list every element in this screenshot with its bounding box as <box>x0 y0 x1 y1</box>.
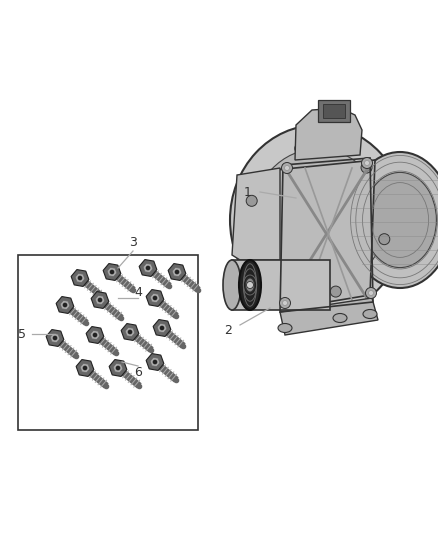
Polygon shape <box>107 268 117 277</box>
Circle shape <box>93 333 97 337</box>
Polygon shape <box>95 295 105 305</box>
Polygon shape <box>90 330 100 340</box>
Polygon shape <box>76 360 94 376</box>
Polygon shape <box>157 324 167 333</box>
Polygon shape <box>46 329 64 346</box>
Polygon shape <box>146 289 164 306</box>
Bar <box>232 260 330 310</box>
Polygon shape <box>60 301 70 310</box>
Circle shape <box>364 160 370 166</box>
Circle shape <box>330 286 341 297</box>
Text: 3: 3 <box>129 237 137 249</box>
Polygon shape <box>172 268 182 277</box>
Polygon shape <box>75 273 85 282</box>
Polygon shape <box>86 327 104 343</box>
Circle shape <box>247 281 254 288</box>
Circle shape <box>361 162 372 173</box>
Polygon shape <box>80 364 90 373</box>
Polygon shape <box>113 364 123 373</box>
Polygon shape <box>71 270 89 286</box>
Ellipse shape <box>239 260 261 310</box>
Circle shape <box>64 303 67 306</box>
Polygon shape <box>275 160 375 310</box>
Circle shape <box>153 296 157 300</box>
Ellipse shape <box>364 172 436 268</box>
Text: 1: 1 <box>244 185 252 198</box>
Circle shape <box>282 163 293 174</box>
Circle shape <box>175 270 179 273</box>
Polygon shape <box>109 360 127 376</box>
Polygon shape <box>295 108 362 160</box>
Polygon shape <box>143 263 153 273</box>
Polygon shape <box>125 327 135 337</box>
Ellipse shape <box>230 125 406 315</box>
Polygon shape <box>232 168 280 260</box>
Circle shape <box>146 266 150 270</box>
Circle shape <box>83 366 87 369</box>
Polygon shape <box>139 260 157 277</box>
Text: 6: 6 <box>134 366 142 378</box>
Polygon shape <box>153 320 171 336</box>
Polygon shape <box>56 296 74 313</box>
Ellipse shape <box>246 278 254 292</box>
Circle shape <box>379 233 390 245</box>
Circle shape <box>128 330 132 334</box>
Polygon shape <box>168 263 186 280</box>
Circle shape <box>368 290 374 295</box>
Polygon shape <box>121 324 139 341</box>
Polygon shape <box>280 298 378 335</box>
Bar <box>18 255 198 430</box>
Polygon shape <box>150 357 160 367</box>
Polygon shape <box>50 333 60 343</box>
Ellipse shape <box>348 152 438 288</box>
Circle shape <box>365 287 377 298</box>
Text: 4: 4 <box>134 286 142 298</box>
Text: 2: 2 <box>224 324 232 336</box>
Circle shape <box>283 301 287 305</box>
Circle shape <box>361 157 372 168</box>
Circle shape <box>78 277 81 280</box>
Bar <box>323 104 345 118</box>
Circle shape <box>295 143 306 154</box>
Circle shape <box>110 270 113 273</box>
Polygon shape <box>146 353 164 370</box>
Circle shape <box>160 326 164 329</box>
Ellipse shape <box>223 260 241 310</box>
Ellipse shape <box>363 310 377 319</box>
Circle shape <box>246 195 257 206</box>
Circle shape <box>279 297 290 309</box>
Ellipse shape <box>252 149 384 291</box>
Polygon shape <box>91 292 109 309</box>
Circle shape <box>99 298 102 302</box>
Circle shape <box>285 166 290 171</box>
Circle shape <box>264 267 275 278</box>
Circle shape <box>53 336 57 340</box>
Circle shape <box>153 360 157 364</box>
Polygon shape <box>103 263 121 280</box>
Circle shape <box>117 366 120 369</box>
Ellipse shape <box>333 313 347 322</box>
Polygon shape <box>150 293 160 303</box>
Ellipse shape <box>278 324 292 333</box>
Bar <box>318 100 350 122</box>
Text: 5: 5 <box>18 327 26 341</box>
